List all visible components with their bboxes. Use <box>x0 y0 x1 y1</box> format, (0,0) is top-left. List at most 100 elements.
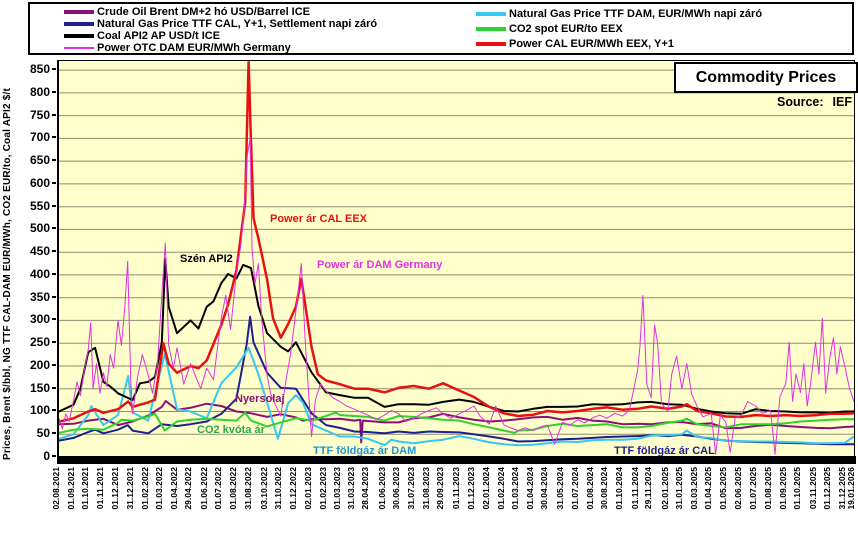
x-tick-label: 30.06.2023 <box>390 467 401 510</box>
x-tick-label: 01.11.2023 <box>451 467 462 510</box>
y-tick-mark <box>52 113 56 116</box>
x-tick-label: 01.08.2024 <box>584 467 595 510</box>
y-tick-mark <box>52 341 56 344</box>
y-tick-label: 100 <box>29 403 50 418</box>
x-tick-label: 01.02.2024 <box>496 467 507 510</box>
x-tick-label: 03.03.2025 <box>689 467 700 510</box>
y-tick-mark <box>52 68 56 71</box>
y-tick-mark <box>52 227 56 230</box>
x-tick-label: 28.04.2023 <box>360 467 371 510</box>
x-tick-label: 01.06.2022 <box>198 467 209 510</box>
y-tick-label: 650 <box>29 153 50 168</box>
y-tick-mark <box>52 272 56 275</box>
y-tick-mark <box>52 386 56 389</box>
annotation-szen-api2: Szén API2 <box>180 253 233 265</box>
x-tick-label: 29.04.2022 <box>182 467 193 510</box>
legend-item-ttf_cal: Natural Gas Price TTF CAL, Y+1, Settleme… <box>64 18 448 30</box>
x-tick-label: 01.12.2025 <box>822 467 833 510</box>
legend-item-power_cal: Power CAL EUR/MWh EEX, Y+1 <box>476 38 852 50</box>
y-tick-label: 300 <box>29 312 50 327</box>
y-tick-mark <box>52 159 56 162</box>
y-tick-mark <box>52 363 56 366</box>
x-tick-label: 31.08.2023 <box>420 467 431 510</box>
x-tick-label: 01.09.2021 <box>65 467 76 510</box>
y-tick-label: 400 <box>29 266 50 281</box>
y-tick-mark <box>52 455 56 457</box>
x-tick-label: 01.12.2022 <box>287 467 298 510</box>
x-tick-label: 02.01.2025 <box>659 467 670 510</box>
annotation-nyersolaj: Nyersolaj <box>235 393 285 405</box>
y-tick-label: 200 <box>29 357 50 372</box>
y-tick-label: 150 <box>29 380 50 395</box>
x-tick-label: 01.03.2022 <box>153 467 164 510</box>
y-tick-mark <box>52 181 56 184</box>
annotation-co2-kvota-ar: CO2 kvóta ár <box>197 424 265 436</box>
series-power_cal <box>59 61 854 423</box>
x-tick-label: 31.12.2021 <box>124 467 135 510</box>
x-tick-label: 29.09.2023 <box>435 467 446 510</box>
y-tick-label: 850 <box>29 62 50 77</box>
legend-item-ttf_dam: Natural Gas Price TTF DAM, EUR/MWh napi … <box>476 8 852 20</box>
source-value: IEF <box>832 95 852 109</box>
legend: Crude Oil Brent DM+2 hó USD/Barrel ICE Na… <box>28 2 854 55</box>
y-tick-mark <box>52 295 56 298</box>
x-tick-label: 01.11.2021 <box>95 467 106 510</box>
x-tick-label: 01.05.2025 <box>717 467 728 510</box>
y-tick-label: 250 <box>29 335 50 350</box>
x-tick-label: 03.11.2025 <box>808 467 819 510</box>
legend-label: Natural Gas Price TTF DAM, EUR/MWh napi … <box>509 7 763 20</box>
series-co2 <box>59 411 854 434</box>
x-tick-label: 02.01.2024 <box>481 467 492 510</box>
x-axis-line <box>57 456 856 464</box>
y-axis-title: Prices, Brent $/bbl, NG TTF CAL-DAM EUR/… <box>2 88 13 460</box>
x-tick-label: 02.06.2025 <box>733 467 744 510</box>
y-tick-label: 800 <box>29 84 50 99</box>
x-tick-label: 31.05.2024 <box>554 467 565 510</box>
x-tick-label: 01.06.2023 <box>376 467 387 510</box>
legend-label: CO2 spot EUR/to EEX <box>509 22 623 35</box>
x-tick-label: 02.01.2023 <box>303 467 314 510</box>
plot-area: Szén API2 Power ár CAL EEX Power ár DAM Ge… <box>57 60 855 457</box>
x-tick-label: 19.01.2026 <box>846 467 856 510</box>
y-tick-label: 700 <box>29 130 50 145</box>
legend-item-power_dam: Power OTC DAM EUR/MWh Germany <box>64 42 448 54</box>
legend-label: Power OTC DAM EUR/MWh Germany <box>97 42 291 54</box>
x-tick-label: 03.10.2022 <box>259 467 270 510</box>
x-tick-label: 01.10.2024 <box>614 467 625 510</box>
y-tick-mark <box>52 318 56 321</box>
x-tick-label: 01.02.2023 <box>318 467 329 510</box>
y-tick-mark <box>52 90 56 93</box>
source: Source: IEF <box>600 95 852 109</box>
x-tick-label: 01.02.2022 <box>140 467 151 510</box>
chart-canvas <box>59 61 854 455</box>
x-tick-label: 31.03.2023 <box>346 467 357 510</box>
legend-label: Crude Oil Brent DM+2 hó USD/Barrel ICE <box>97 6 311 18</box>
legend-label: Coal API2 AP USD/t ICE <box>97 30 221 42</box>
series-power_dam <box>59 137 854 455</box>
legend-item-brent: Crude Oil Brent DM+2 hó USD/Barrel ICE <box>64 6 448 18</box>
x-tick-label: 31.07.2023 <box>405 467 416 510</box>
legend-swatch-power_dam <box>64 47 94 49</box>
x-tick-label: 01.09.2025 <box>777 467 788 510</box>
y-tick-mark <box>52 204 56 207</box>
legend-swatch-ttf_cal <box>64 22 94 26</box>
annotation-ttf-foldgaz-ar-cal: TTF földgáz ár CAL <box>614 445 715 457</box>
annotation-ttf-foldgaz-ar-dam: TTF földgáz ár DAM <box>313 445 417 457</box>
annotation-power-ar-dam-germany: Power ár DAM Germany <box>317 259 443 271</box>
x-tick-label: 01.07.2022 <box>213 467 224 510</box>
legend-item-co2: CO2 spot EUR/to EEX <box>476 23 852 35</box>
x-tick-label: 01.04.2024 <box>525 467 536 510</box>
y-tick-label: 0 <box>43 449 50 463</box>
x-tick-label: 31.01.2025 <box>673 467 684 510</box>
y-tick-mark <box>52 409 56 412</box>
x-tick-label: 01.08.2022 <box>228 467 239 510</box>
y-tick-label: 50 <box>36 426 50 441</box>
y-tick-label: 500 <box>29 221 50 236</box>
y-tick-label: 600 <box>29 175 50 190</box>
x-tick-label: 02.08.2021 <box>51 467 61 510</box>
y-tick-label: 750 <box>29 107 50 122</box>
y-tick-label: 450 <box>29 244 50 259</box>
chart-title: Commodity Prices <box>695 68 837 86</box>
x-tick-label: 01.04.2022 <box>168 467 179 510</box>
